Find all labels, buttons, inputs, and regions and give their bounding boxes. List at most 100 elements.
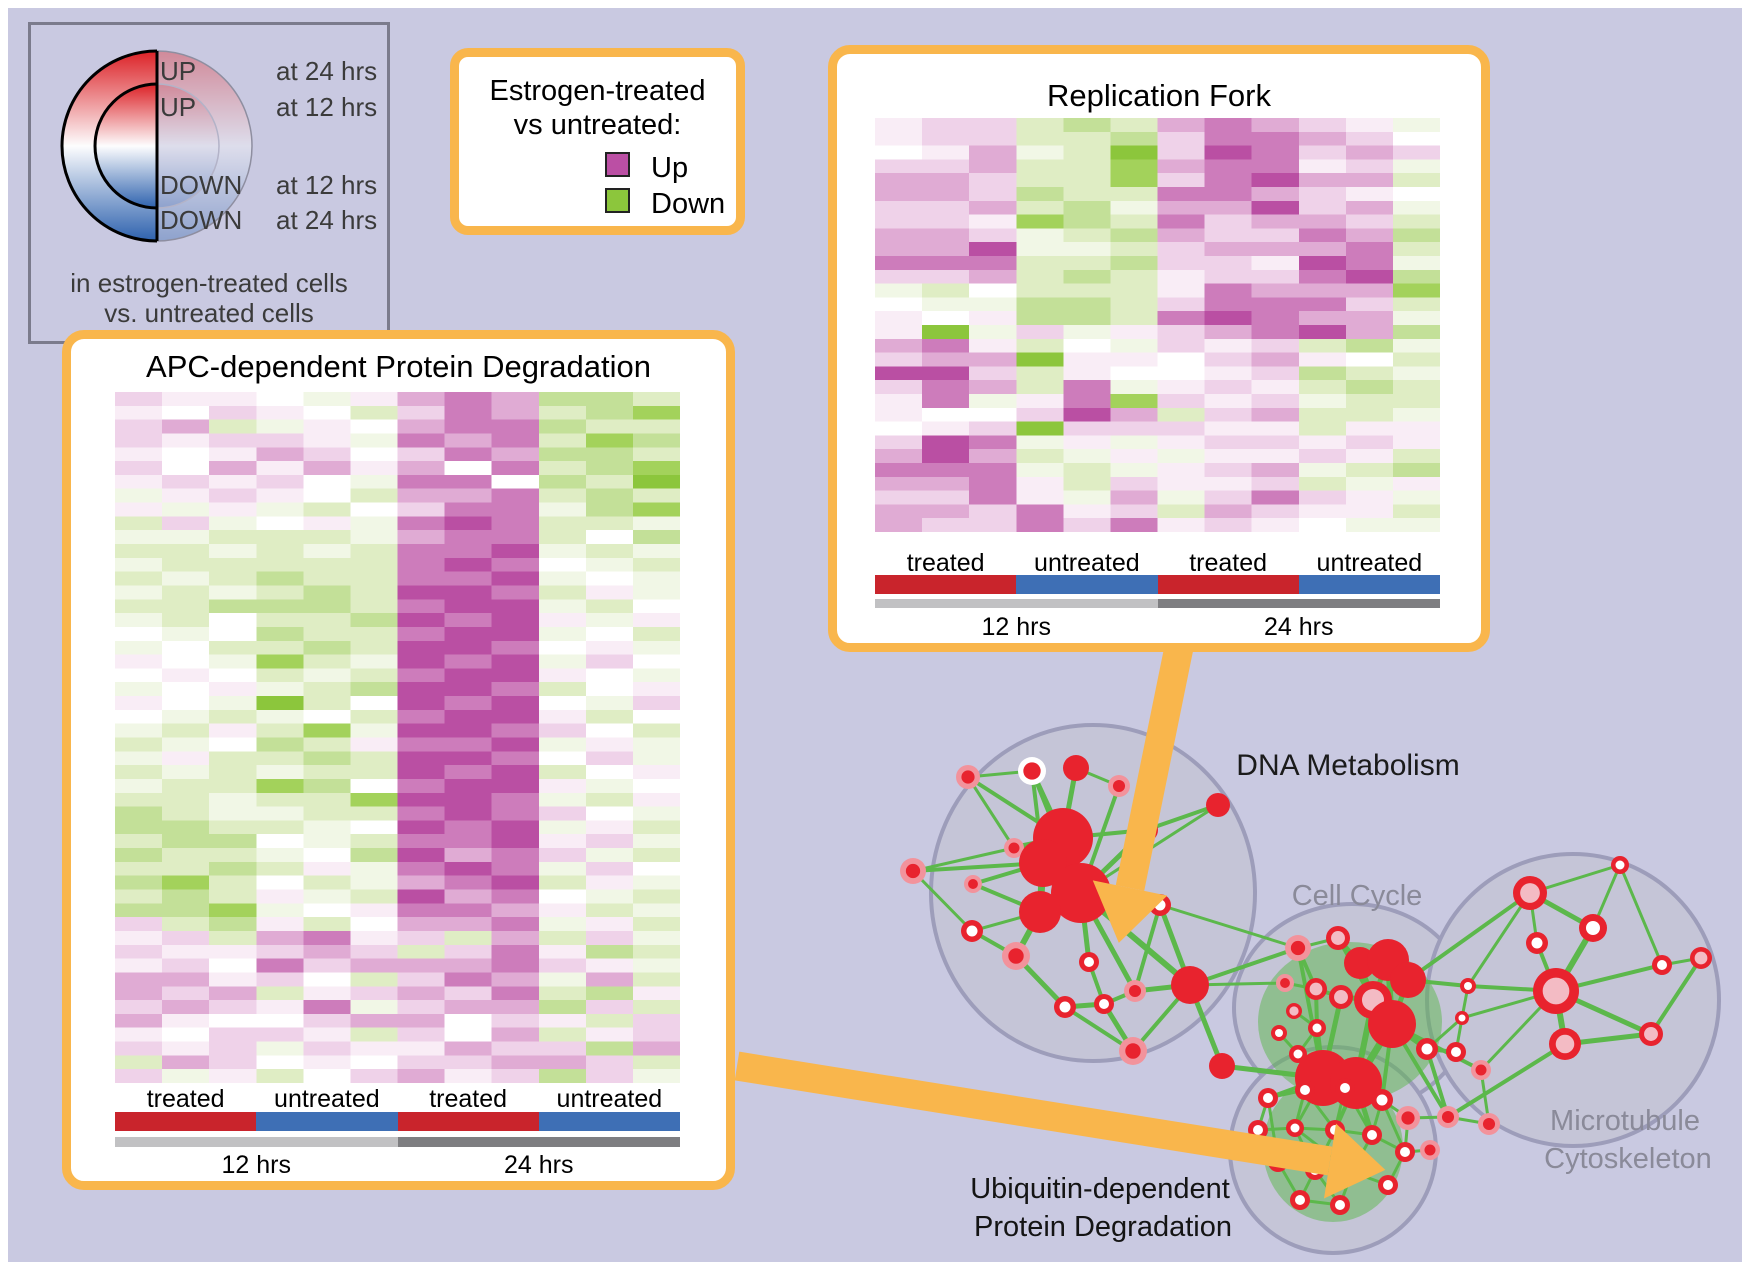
- heatmap-cell: [303, 682, 351, 697]
- heatmap-cell: [632, 488, 680, 503]
- heatmap-cell: [397, 392, 445, 406]
- heatmap-cell: [303, 557, 351, 572]
- heatmap-cell: [1110, 421, 1158, 436]
- heatmap-cell: [1110, 490, 1158, 505]
- heatmap-cell: [1345, 476, 1393, 491]
- heatmap-cell: [1157, 118, 1205, 132]
- heatmap-cell: [444, 447, 492, 462]
- heatmap-cell: [350, 530, 398, 545]
- heatmap-cell: [1298, 421, 1346, 436]
- heatmap-cell: [875, 311, 923, 325]
- heatmap-cell: [875, 187, 923, 201]
- heatmap-cell: [922, 297, 970, 312]
- heatmap-cell: [256, 737, 304, 752]
- heatmap-cell: [162, 806, 210, 821]
- network-node: [1611, 856, 1629, 874]
- heatmap-cell: [209, 571, 257, 586]
- network-node: [956, 765, 980, 789]
- heatmap-cell: [632, 461, 680, 475]
- heatmap-cell: [538, 392, 586, 406]
- network-node: [1437, 1106, 1459, 1128]
- heatmap-cell: [1298, 242, 1346, 256]
- heatmap-cell: [397, 875, 445, 890]
- heatmap-cell: [1392, 366, 1440, 381]
- heatmap-cell: [585, 405, 633, 420]
- heatmap-cell: [303, 626, 351, 641]
- heatmap-cell: [115, 875, 163, 890]
- heatmap-cell: [209, 585, 257, 600]
- heatmap-cell: [397, 848, 445, 862]
- heatmap-cell: [538, 834, 586, 849]
- heatmap-cell: [922, 518, 970, 532]
- heatmap-cell: [875, 449, 923, 463]
- heatmap-cell: [1392, 435, 1440, 450]
- heatmap-cell: [969, 214, 1017, 229]
- heatmap-cell: [585, 654, 633, 669]
- heatmap-cell: [1016, 476, 1064, 491]
- heatmap-cell: [1110, 269, 1158, 284]
- apc-title: APC-dependent Protein Degradation: [146, 349, 651, 384]
- heatmap-cell: [162, 737, 210, 752]
- heatmap-cell: [969, 407, 1017, 422]
- heatmap-cell: [303, 972, 351, 987]
- heatmap-cell: [1110, 311, 1158, 325]
- heatmap-cell: [444, 1000, 492, 1014]
- apc-time-labels: 12 hrs 24 hrs: [115, 1151, 680, 1180]
- heatmap-cell: [1392, 394, 1440, 408]
- heatmap-cell: [303, 461, 351, 475]
- heatmap-cell: [303, 392, 351, 406]
- heatmap-cell: [115, 778, 163, 793]
- heatmap-cell: [491, 405, 539, 420]
- apc-time-bars: [115, 1137, 680, 1147]
- heatmap-cell: [491, 806, 539, 821]
- heatmap-cell: [1298, 325, 1346, 339]
- updown-legend: Estrogen-treated vs untreated: Up Down: [450, 48, 745, 235]
- heatmap-cell: [444, 751, 492, 766]
- heatmap-cell: [632, 530, 680, 545]
- heatmap-cell: [1063, 449, 1111, 463]
- heatmap-cell: [209, 778, 257, 793]
- heatmap-cell: [538, 723, 586, 738]
- heatmap-cell: [969, 435, 1017, 450]
- heatmap-cell: [444, 1069, 492, 1083]
- heatmap-cell: [1392, 269, 1440, 284]
- heatmap-cell: [1016, 421, 1064, 436]
- heatmap-cell: [1298, 518, 1346, 532]
- heatmap-cell: [922, 352, 970, 367]
- heatmap-cell: [491, 516, 539, 531]
- heatmap-cell: [538, 585, 586, 600]
- heatmap-cell: [538, 778, 586, 793]
- heatmap-cell: [1157, 311, 1205, 325]
- heatmap-cell: [209, 682, 257, 697]
- heatmap-cell: [538, 1069, 586, 1083]
- heatmap-cell: [1251, 518, 1299, 532]
- heatmap-cell: [350, 516, 398, 531]
- heatmap-cell: [1345, 504, 1393, 519]
- heatmap-cell: [875, 242, 923, 256]
- heatmap-cell: [209, 530, 257, 545]
- heatmap-cell: [256, 972, 304, 987]
- heatmap-cell: [303, 723, 351, 738]
- rf-group-untreated-2: untreated: [1316, 549, 1423, 577]
- heatmap-cell: [1110, 518, 1158, 532]
- time-bar: [397, 1137, 680, 1147]
- heatmap-cell: [397, 419, 445, 434]
- heatmap-cell: [1345, 214, 1393, 229]
- network-node: [1171, 966, 1209, 1004]
- heatmap-cell: [1110, 256, 1158, 270]
- heatmap-cell: [875, 256, 923, 270]
- heatmap-cell: [1251, 242, 1299, 256]
- heatmap-cell: [350, 986, 398, 1001]
- heatmap-cell: [632, 405, 680, 420]
- heatmap-cell: [632, 972, 680, 987]
- heatmap-cell: [1157, 283, 1205, 298]
- replication-fork-heatmap: [875, 118, 1440, 532]
- heatmap-cell: [1251, 394, 1299, 408]
- heatmap-cell: [256, 1041, 304, 1056]
- heatmap-cell: [1110, 283, 1158, 298]
- heatmap-cell: [115, 654, 163, 669]
- heatmap-cell: [1251, 352, 1299, 367]
- heatmap-cell: [162, 474, 210, 489]
- heatmap-cell: [397, 1013, 445, 1028]
